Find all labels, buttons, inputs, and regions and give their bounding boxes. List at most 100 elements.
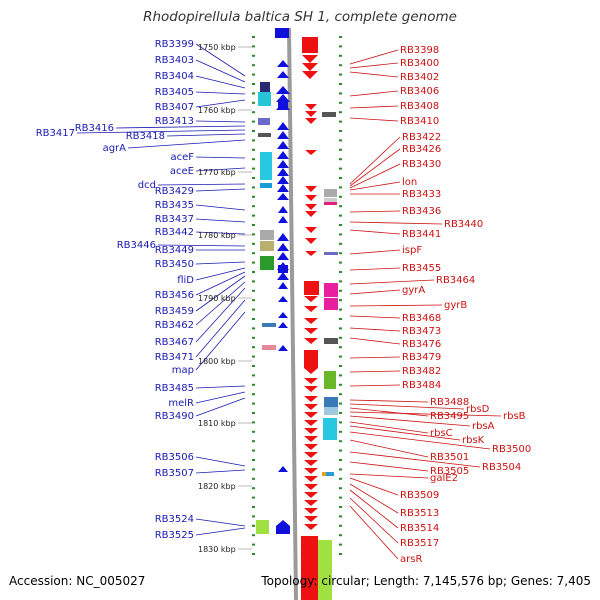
reverse-leader-line	[349, 477, 399, 496]
reverse-gene	[304, 404, 318, 410]
forward-leader-line	[195, 99, 246, 108]
reverse-gene-label: RB3402	[400, 72, 439, 83]
ruler-dot-right	[339, 374, 342, 377]
reverse-gene-label: gyrB	[444, 300, 467, 311]
forward-gene-labels: RB3399 RB3403 RB3404 RB3405 RB3407 RB3413 RB34…	[36, 39, 195, 541]
reverse-gene	[304, 524, 318, 530]
forward-gene	[276, 520, 290, 534]
feature-block	[260, 168, 272, 180]
ruler-dot-left	[252, 271, 255, 273]
reverse-leader-line	[349, 327, 401, 332]
forward-gene-label: RB3446	[117, 240, 156, 251]
ruler-dot-right	[339, 289, 342, 292]
forward-gene	[278, 466, 288, 472]
reverse-gene	[305, 195, 317, 201]
forward-gene-label: RB3442	[155, 227, 194, 238]
map-title: Rhodopirellula baltica SH 1, complete ge…	[143, 9, 457, 25]
reverse-gene-label: RB3505	[430, 466, 469, 477]
ruler-dot-right	[339, 167, 342, 170]
reverse-leader-line	[349, 489, 399, 529]
ruler-dot-right	[339, 271, 342, 273]
forward-gene	[277, 141, 289, 149]
reverse-gene-label: RB3514	[400, 523, 439, 534]
reverse-gene	[304, 386, 318, 392]
reverse-gene-label: rbsC	[430, 428, 453, 439]
feature-block	[322, 112, 336, 117]
ruler-dot-right	[339, 45, 342, 48]
forward-leader-line	[195, 275, 246, 312]
reverse-leader-line	[349, 337, 401, 345]
kbp-tick-label: 1810 kbp	[198, 419, 236, 428]
reverse-gene-label: RB3400	[400, 58, 439, 69]
forward-gene	[277, 184, 289, 192]
forward-gene-label: RB3506	[155, 452, 194, 463]
forward-gene-label: RB3407	[155, 102, 194, 113]
forward-gene-label: RB3418	[126, 131, 165, 142]
reverse-leader-line	[349, 403, 465, 410]
forward-leader-line	[195, 188, 246, 192]
ruler-dot-left	[252, 487, 255, 490]
ruler-dot-right	[339, 421, 342, 424]
ruler-dot-right	[339, 459, 342, 461]
feature-block	[324, 397, 338, 407]
feature-block	[324, 338, 338, 344]
reverse-gene-label: RB3441	[402, 229, 441, 240]
ruler-dot-left	[252, 496, 255, 499]
forward-leader-line	[195, 518, 246, 527]
reverse-leader-line	[349, 229, 401, 235]
kbp-tick-label: 1770 kbp	[198, 168, 236, 177]
reverse-gene	[304, 338, 318, 344]
reverse-gene	[304, 508, 318, 514]
ruler-dot-left	[252, 111, 255, 114]
forward-gene-label: RB3413	[155, 116, 194, 127]
ruler-dot-left	[252, 101, 255, 104]
ruler-dot-left	[252, 148, 255, 151]
reverse-leader-line	[349, 163, 401, 189]
forward-leader-line	[195, 91, 246, 95]
ruler-dot-right	[339, 534, 342, 537]
reverse-gene-label: RB3488	[430, 397, 469, 408]
ruler-dot-left	[252, 120, 255, 123]
forward-gene	[277, 71, 289, 78]
ruler-dot-left	[252, 224, 255, 226]
ruler-dot-right	[339, 186, 342, 189]
forward-gene-label: RB3449	[155, 245, 194, 256]
ruler-dot-right	[339, 83, 342, 85]
kbp-tick-label: 1780 kbp	[198, 231, 236, 240]
forward-gene	[278, 265, 288, 273]
kbp-tick-label: 1760 kbp	[198, 106, 236, 115]
gene-features	[256, 28, 338, 600]
reverse-leader-line	[349, 210, 401, 213]
forward-gene	[277, 193, 289, 200]
reverse-gene-label: RB3468	[402, 313, 441, 324]
ruler-dot-right	[339, 233, 342, 236]
feature-block	[260, 241, 274, 251]
ruler-dot-right	[339, 515, 342, 518]
forward-gene	[277, 160, 289, 168]
reverse-gene-label: RB3422	[402, 132, 441, 143]
reverse-gene	[304, 484, 318, 490]
forward-gene	[277, 122, 289, 130]
ruler-dot-right	[339, 252, 342, 255]
reverse-leader-line	[349, 483, 399, 514]
forward-leader-line	[166, 133, 246, 137]
reverse-gene-label: RB3500	[492, 444, 531, 455]
reverse-gene-label: RB3455	[402, 263, 441, 274]
reverse-gene	[304, 468, 318, 474]
forward-gene-label: map	[172, 365, 194, 376]
reverse-gene	[304, 396, 318, 402]
reverse-gene-label: RB3398	[400, 45, 439, 56]
reverse-leader-line	[349, 148, 401, 187]
forward-gene-label: melR	[168, 398, 194, 409]
ruler-dot-left	[252, 214, 255, 217]
forward-leader-line	[195, 527, 246, 536]
ruler-dot-right	[339, 73, 342, 76]
forward-gene	[277, 233, 289, 241]
reverse-gene	[304, 492, 318, 498]
reverse-gene	[302, 55, 318, 63]
reverse-gene	[304, 516, 318, 522]
kbp-tick-label: 1750 kbp	[198, 43, 236, 52]
ruler-dot-left	[252, 383, 255, 386]
ruler-dot-right	[339, 487, 342, 490]
reverse-gene	[304, 350, 318, 368]
